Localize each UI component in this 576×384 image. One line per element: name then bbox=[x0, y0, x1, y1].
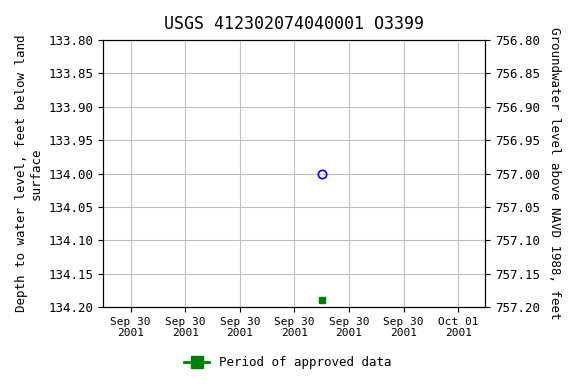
Title: USGS 412302074040001 O3399: USGS 412302074040001 O3399 bbox=[164, 15, 425, 33]
Y-axis label: Groundwater level above NAVD 1988, feet: Groundwater level above NAVD 1988, feet bbox=[548, 27, 561, 320]
Legend: Period of approved data: Period of approved data bbox=[179, 351, 397, 374]
Y-axis label: Depth to water level, feet below land
surface: Depth to water level, feet below land su… bbox=[15, 35, 43, 312]
